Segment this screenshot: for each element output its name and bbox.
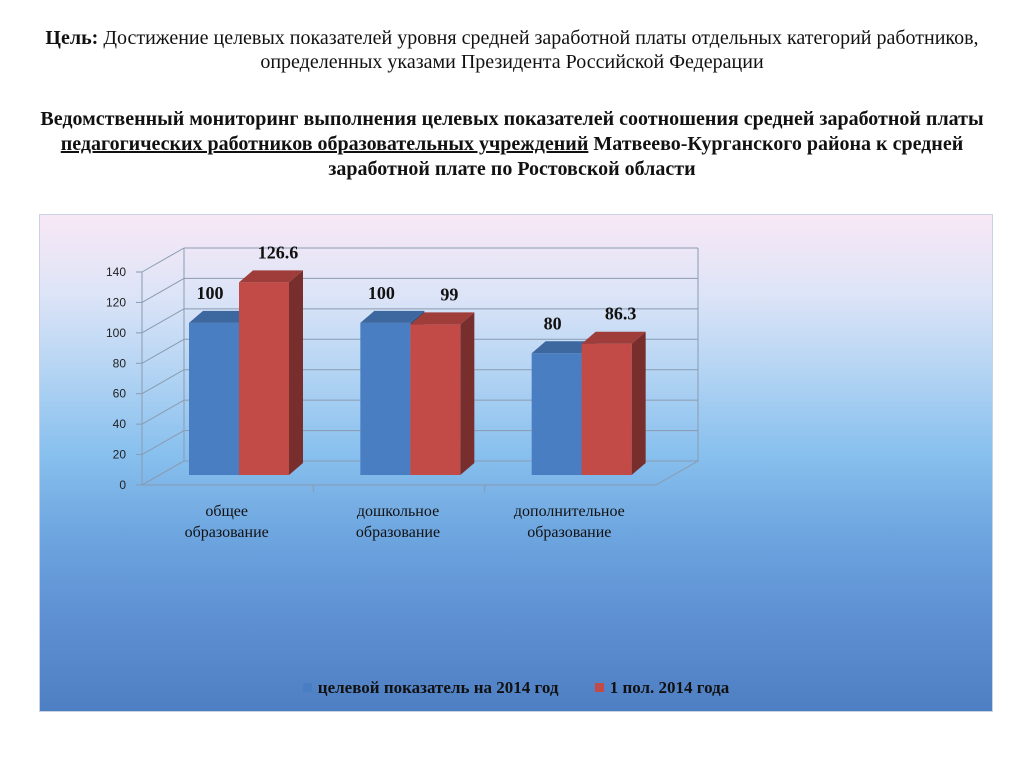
bar-side-1-2	[631, 331, 646, 475]
x-tick-label-2: дополнительное образование	[514, 503, 625, 541]
y-tick-label-2: 40	[113, 417, 127, 431]
legend-item-series2: 1 пол. 2014 года	[594, 678, 730, 698]
y-tick-label-0: 0	[119, 478, 126, 492]
bar-top-1-0	[239, 270, 303, 283]
monitoring-title-part2: Матвеево-Курганского района к средней за…	[328, 133, 964, 180]
data-label-0-0: 100	[197, 283, 224, 303]
data-label-1-2: 86.3	[605, 304, 637, 324]
goal-body: Достижение целевых показателей уровня ср…	[98, 27, 979, 73]
data-label-0-1: 100	[368, 283, 395, 303]
bar-1-1	[410, 324, 461, 475]
gridline-side-7	[141, 247, 185, 273]
gridline-side-5	[141, 308, 185, 334]
y-tick-label-5: 100	[106, 326, 126, 340]
gridline-side-6	[141, 277, 185, 303]
bar-0-0	[189, 322, 239, 475]
bar-0-1	[360, 322, 411, 475]
gridline-side-2	[141, 399, 185, 425]
gridline-side-4	[141, 338, 185, 364]
goal-text: Цель: Достижение целевых показателей уро…	[40, 26, 984, 74]
legend-label-series2: 1 пол. 2014 года	[609, 678, 730, 697]
bar-side-1-0	[289, 270, 303, 475]
bar-top-0-2	[531, 341, 596, 354]
bar-side-1-1	[460, 312, 475, 475]
bar-0-2	[531, 353, 582, 475]
monitoring-title: Ведомственный мониторинг выполнения целе…	[40, 107, 984, 182]
data-label-1-0: 126.6	[258, 242, 299, 262]
legend-swatch-series2	[594, 683, 604, 692]
legend-item-series1: целевой показатель на 2014 год	[302, 678, 559, 698]
x-tick-label-0: общее образование	[185, 503, 269, 541]
gridline-side-1	[141, 430, 185, 456]
legend-label-series1: целевой показатель на 2014 год	[317, 678, 559, 697]
y-tick-label-3: 60	[113, 387, 127, 401]
bar-1-2	[581, 343, 632, 475]
legend-swatch-series1	[302, 683, 312, 692]
bar-top-0-0	[189, 310, 253, 323]
monitoring-title-part1: Ведомственный мониторинг выполнения целе…	[40, 108, 984, 130]
bar-top-1-2	[581, 331, 646, 344]
goal-prefix: Цель:	[45, 27, 99, 49]
bar-1-0	[239, 282, 289, 475]
y-tick-label-4: 80	[113, 356, 127, 370]
data-label-1-1: 99	[440, 284, 458, 304]
bar-top-1-1	[410, 312, 475, 325]
y-tick-label-6: 120	[106, 295, 126, 309]
bar-top-0-1	[360, 310, 425, 323]
legend: целевой показатель на 2014 год 1 пол. 20…	[39, 678, 993, 698]
gridline-side-3	[141, 369, 185, 395]
y-tick-label-1: 20	[113, 448, 127, 462]
y-tick-label-7: 140	[106, 265, 126, 279]
monitoring-title-underlined: педагогических работников образовательны…	[60, 133, 589, 155]
data-label-0-2: 80	[544, 313, 562, 333]
x-tick-label-1: дошкольное образование	[356, 503, 440, 541]
